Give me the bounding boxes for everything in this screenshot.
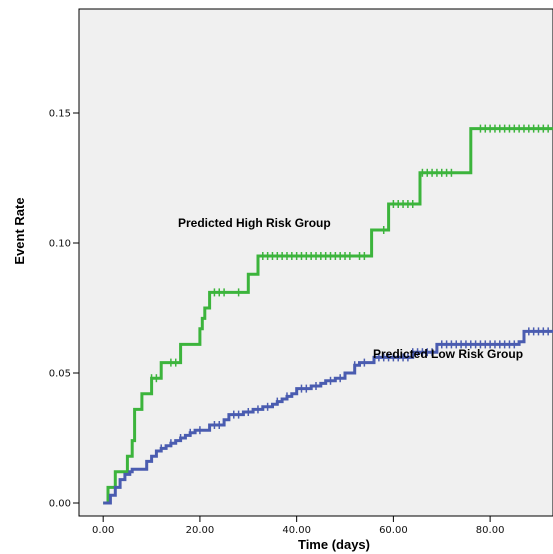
series-1 — [103, 124, 553, 505]
y-tick-label: 0.10 — [49, 239, 71, 250]
series-layer — [103, 124, 553, 505]
y-tick-label: 0.15 — [49, 109, 71, 120]
x-axis-title: Time (days) — [298, 537, 370, 552]
y-axis: 0.00 0.05 0.10 0.15 — [49, 109, 79, 510]
y-tick-label: 0.00 — [49, 499, 71, 510]
y-axis-title: Event Rate — [12, 197, 27, 264]
x-tick-label: 20.00 — [186, 525, 215, 536]
y-tick-label: 0.05 — [49, 369, 71, 380]
x-axis: 0.00 20.00 40.00 60.00 80.00 — [92, 516, 504, 536]
annotation-low-risk: Predicted Low Risk Group — [373, 347, 523, 361]
series-1-line — [103, 127, 553, 505]
x-tick-label: 80.00 — [476, 525, 505, 536]
plot-background — [78, 8, 553, 517]
x-tick-label: 40.00 — [282, 525, 311, 536]
x-tick-label: 60.00 — [379, 525, 408, 536]
annotation-high-risk: Predicted High Risk Group — [178, 216, 331, 230]
x-tick-label: 0.00 — [92, 525, 114, 536]
series-2 — [103, 327, 553, 505]
